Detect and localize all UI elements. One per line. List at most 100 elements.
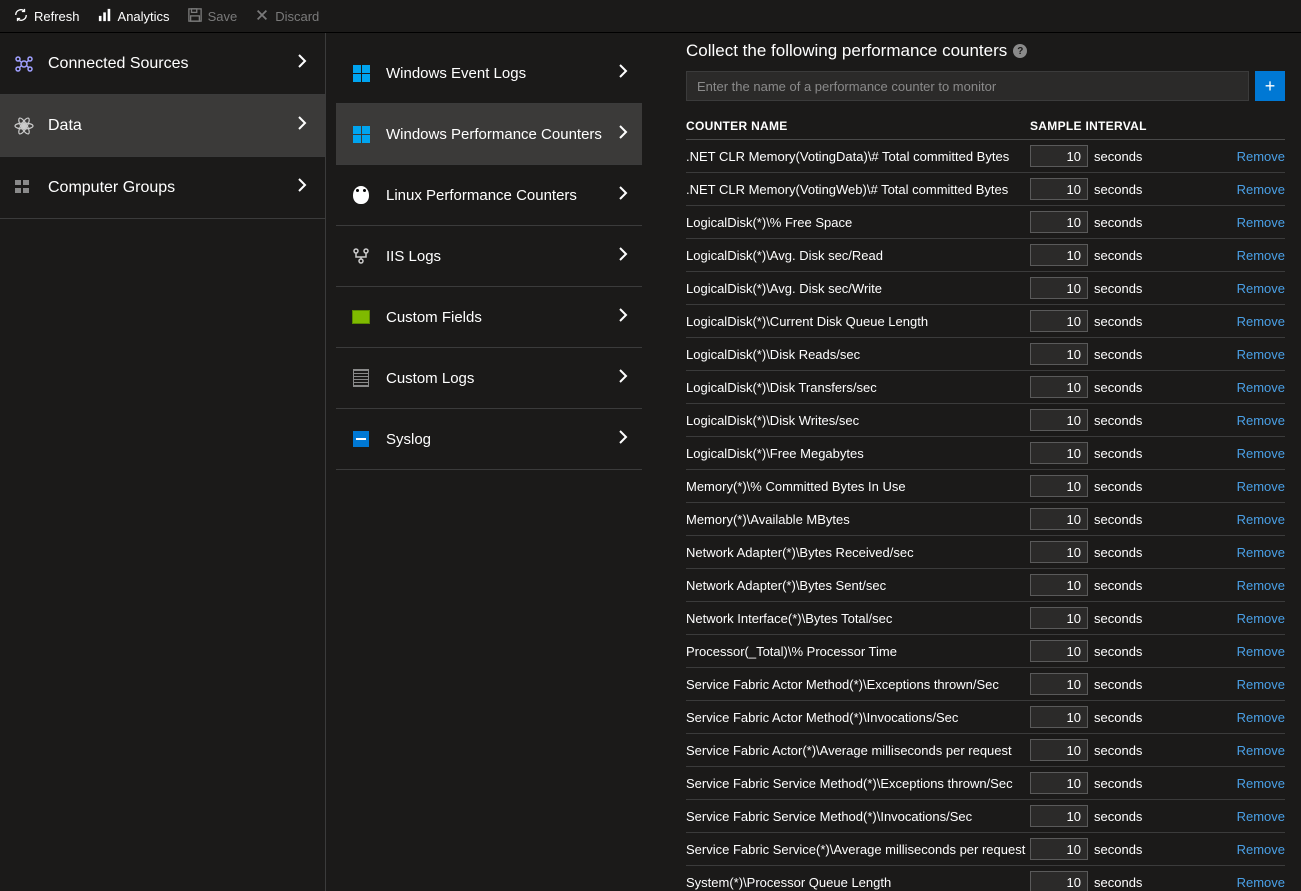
seconds-label: seconds — [1094, 776, 1142, 791]
interval-input[interactable] — [1030, 244, 1088, 266]
sub-linux-perf-counters[interactable]: Linux Performance Counters — [336, 165, 642, 226]
remove-link[interactable]: Remove — [1237, 215, 1285, 230]
interval-cell: seconds — [1030, 508, 1230, 530]
remove-link[interactable]: Remove — [1237, 578, 1285, 593]
chevron-right-icon — [618, 64, 628, 82]
interval-input[interactable] — [1030, 673, 1088, 695]
remove-link[interactable]: Remove — [1237, 545, 1285, 560]
interval-input[interactable] — [1030, 178, 1088, 200]
interval-input[interactable] — [1030, 310, 1088, 332]
analytics-button[interactable]: Analytics — [98, 8, 170, 25]
remove-link[interactable]: Remove — [1237, 446, 1285, 461]
nav-connected-sources[interactable]: Connected Sources — [0, 33, 325, 95]
interval-input[interactable] — [1030, 772, 1088, 794]
counter-row: LogicalDisk(*)\Disk Transfers/secseconds… — [686, 371, 1285, 404]
interval-input[interactable] — [1030, 409, 1088, 431]
nav-data[interactable]: Data — [0, 95, 325, 157]
remove-link[interactable]: Remove — [1237, 809, 1285, 824]
save-button[interactable]: Save — [188, 8, 238, 25]
refresh-label: Refresh — [34, 9, 80, 24]
counter-row: Network Adapter(*)\Bytes Sent/secseconds… — [686, 569, 1285, 602]
counter-name: Service Fabric Actor Method(*)\Invocatio… — [686, 710, 1030, 725]
interval-input[interactable] — [1030, 706, 1088, 728]
linux-icon — [350, 186, 372, 204]
remove-link[interactable]: Remove — [1237, 743, 1285, 758]
discard-button[interactable]: Discard — [255, 8, 319, 25]
remove-link[interactable]: Remove — [1237, 182, 1285, 197]
interval-input[interactable] — [1030, 838, 1088, 860]
header-actions — [1230, 119, 1285, 133]
sub-iis-logs[interactable]: IIS Logs — [336, 226, 642, 287]
counter-name-input[interactable] — [686, 71, 1249, 101]
sub-custom-fields[interactable]: Custom Fields — [336, 287, 642, 348]
remove-link[interactable]: Remove — [1237, 842, 1285, 857]
remove-link[interactable]: Remove — [1237, 248, 1285, 263]
seconds-label: seconds — [1094, 677, 1142, 692]
interval-input[interactable] — [1030, 871, 1088, 891]
header-sample-interval: SAMPLE INTERVAL — [1030, 119, 1230, 133]
chevron-right-icon — [297, 54, 307, 73]
interval-input[interactable] — [1030, 607, 1088, 629]
chevron-right-icon — [618, 430, 628, 448]
info-icon[interactable]: ? — [1013, 44, 1027, 58]
interval-input[interactable] — [1030, 343, 1088, 365]
remove-link[interactable]: Remove — [1237, 314, 1285, 329]
sub-custom-logs[interactable]: Custom Logs — [336, 348, 642, 409]
remove-link[interactable]: Remove — [1237, 347, 1285, 362]
interval-input[interactable] — [1030, 475, 1088, 497]
counter-row: Service Fabric Actor Method(*)\Exception… — [686, 668, 1285, 701]
interval-cell: seconds — [1030, 310, 1230, 332]
interval-input[interactable] — [1030, 574, 1088, 596]
counter-name: Service Fabric Actor(*)\Average millisec… — [686, 743, 1030, 758]
sub-syslog[interactable]: Syslog — [336, 409, 642, 470]
seconds-label: seconds — [1094, 215, 1142, 230]
sub-windows-perf-counters[interactable]: Windows Performance Counters — [336, 104, 642, 165]
remove-link[interactable]: Remove — [1237, 611, 1285, 626]
interval-cell: seconds — [1030, 706, 1230, 728]
remove-link[interactable]: Remove — [1237, 149, 1285, 164]
counter-name: Service Fabric Service Method(*)\Excepti… — [686, 776, 1030, 791]
sub-windows-perf-counters-label: Windows Performance Counters — [386, 126, 602, 143]
sub-windows-event-logs[interactable]: Windows Event Logs — [336, 43, 642, 104]
sub-windows-event-logs-label: Windows Event Logs — [386, 65, 526, 82]
remove-link[interactable]: Remove — [1237, 512, 1285, 527]
action-cell: Remove — [1230, 149, 1285, 164]
remove-link[interactable]: Remove — [1237, 479, 1285, 494]
interval-input[interactable] — [1030, 739, 1088, 761]
seconds-label: seconds — [1094, 281, 1142, 296]
add-counter-button[interactable]: + — [1255, 71, 1285, 101]
interval-input[interactable] — [1030, 145, 1088, 167]
interval-input[interactable] — [1030, 640, 1088, 662]
remove-link[interactable]: Remove — [1237, 380, 1285, 395]
interval-input[interactable] — [1030, 805, 1088, 827]
remove-link[interactable]: Remove — [1237, 281, 1285, 296]
remove-link[interactable]: Remove — [1237, 644, 1285, 659]
action-cell: Remove — [1230, 743, 1285, 758]
interval-input[interactable] — [1030, 277, 1088, 299]
interval-cell: seconds — [1030, 673, 1230, 695]
counter-name: LogicalDisk(*)\Avg. Disk sec/Write — [686, 281, 1030, 296]
interval-input[interactable] — [1030, 442, 1088, 464]
counter-row: System(*)\Processor Queue LengthsecondsR… — [686, 866, 1285, 891]
seconds-label: seconds — [1094, 875, 1142, 890]
interval-input[interactable] — [1030, 541, 1088, 563]
interval-input[interactable] — [1030, 211, 1088, 233]
interval-input[interactable] — [1030, 376, 1088, 398]
remove-link[interactable]: Remove — [1237, 677, 1285, 692]
interval-input[interactable] — [1030, 508, 1088, 530]
interval-cell: seconds — [1030, 409, 1230, 431]
remove-link[interactable]: Remove — [1237, 875, 1285, 890]
refresh-button[interactable]: Refresh — [14, 8, 80, 25]
seconds-label: seconds — [1094, 380, 1142, 395]
remove-link[interactable]: Remove — [1237, 710, 1285, 725]
action-cell: Remove — [1230, 479, 1285, 494]
action-cell: Remove — [1230, 842, 1285, 857]
nav-computer-groups[interactable]: Computer Groups — [0, 157, 325, 219]
custom-fields-icon — [350, 310, 372, 324]
header-counter-name: COUNTER NAME — [686, 119, 1030, 133]
counter-row: LogicalDisk(*)\Disk Writes/secsecondsRem… — [686, 404, 1285, 437]
remove-link[interactable]: Remove — [1237, 413, 1285, 428]
remove-link[interactable]: Remove — [1237, 776, 1285, 791]
seconds-label: seconds — [1094, 182, 1142, 197]
interval-cell: seconds — [1030, 838, 1230, 860]
